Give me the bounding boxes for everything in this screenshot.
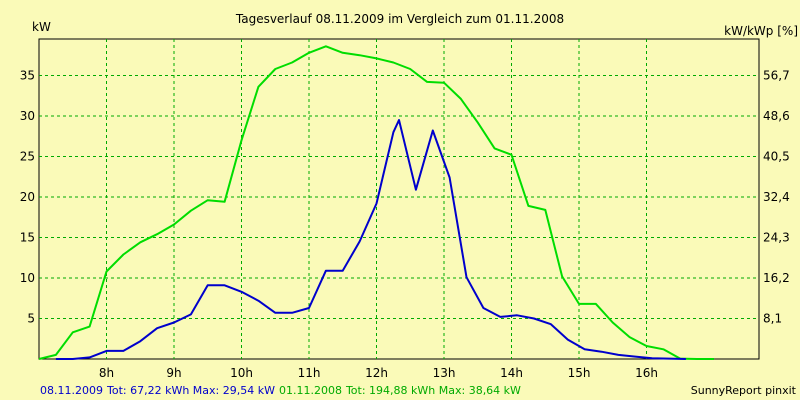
footer-series1-stats: Tot: 67,22 kWh Max: 29,54 kW <box>106 384 275 397</box>
footer-series2-name: 01.11.2008 <box>279 384 342 397</box>
footer-series1-name: 08.11.2009 <box>40 384 103 397</box>
y-tick-label-right: 16,2 <box>763 271 790 285</box>
x-tick-label: 14h <box>500 366 523 380</box>
right-axis-label: kW/kWp [%] <box>724 24 798 38</box>
y-tick-label-left: 10 <box>20 271 35 285</box>
y-tick-label-left: 30 <box>20 109 35 123</box>
y-tick-label-right: 32,4 <box>763 190 790 204</box>
y-tick-label-left: 25 <box>20 149 35 163</box>
x-tick-label: 11h <box>298 366 321 380</box>
y-tick-label-left: 35 <box>20 68 35 82</box>
x-tick-label: 12h <box>365 366 388 380</box>
y-tick-label-left: 15 <box>20 230 35 244</box>
series-line-08.11.2009 <box>55 119 686 360</box>
x-tick-label: 10h <box>230 366 253 380</box>
footer-legend: 08.11.2009 Tot: 67,22 kWh Max: 29,54 kW 01… <box>40 384 521 397</box>
x-tick-label: 13h <box>433 366 456 380</box>
plot-area <box>38 38 760 360</box>
axis-ticks: 8h 9h 10h 11h 12h 13h 14h 15h 16h 5 10 15 20 25 30 35 8,… <box>20 68 790 380</box>
left-axis-label: kW <box>32 20 51 34</box>
y-tick-label-right: 48,6 <box>763 109 790 123</box>
footer-series2-stats: Tot: 194,88 kWh Max: 38,64 kW <box>345 384 521 397</box>
x-tick-label: 16h <box>635 366 658 380</box>
y-tick-label-left: 5 <box>27 311 35 325</box>
y-tick-label-right: 40,5 <box>763 149 790 163</box>
y-tick-label-right: 56,7 <box>763 68 790 82</box>
credit-text: SunnyReport pinxit <box>691 384 797 397</box>
y-tick-label-left: 20 <box>20 190 35 204</box>
y-tick-label-right: 8,1 <box>763 311 782 325</box>
x-tick-label: 15h <box>568 366 591 380</box>
x-tick-label: 9h <box>166 366 181 380</box>
chart-title: Tagesverlauf 08.11.2009 im Vergleich zum… <box>235 12 564 26</box>
series-lines <box>38 45 714 360</box>
series-line-01.11.2008 <box>38 45 714 360</box>
y-tick-label-right: 24,3 <box>763 230 790 244</box>
x-tick-label: 8h <box>99 366 114 380</box>
